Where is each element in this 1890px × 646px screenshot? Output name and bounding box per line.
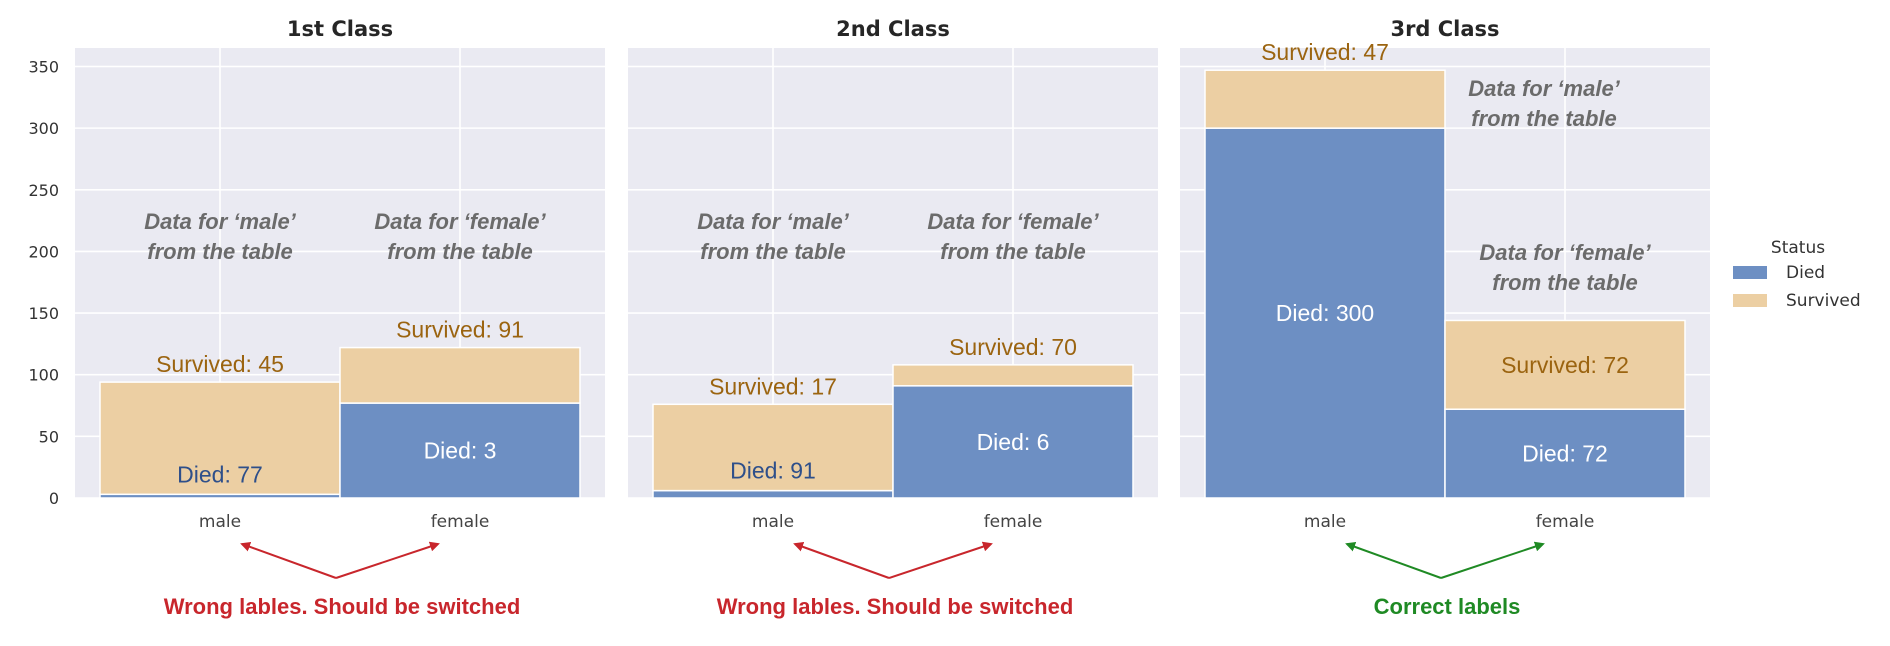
legend-entry-died: Died [1786,263,1825,283]
legend-title: Status [1771,238,1825,258]
panel-title: 3rd Class [1390,17,1499,41]
bar-died-male [652,489,894,499]
legend-swatch-died [1733,266,1767,279]
annotation-line2: from the table [1492,270,1637,295]
annotation-line2: from the table [700,239,845,264]
y-tick-label: 50 [39,427,59,446]
annotation-line1: Data for ‘female’ [927,209,1099,234]
x-category-label: female [431,512,490,532]
annotation-line2: from the table [387,239,532,264]
panel-1: 0 50 100 150 200 250 300 350 1st Class Died: 77 Su… [28,17,605,619]
panel-title: 2nd Class [836,17,950,41]
annotation-line1: Data for ‘female’ [374,209,546,234]
panels-layer: 0 50 100 150 200 250 300 350 1st Class Died: 77 Su… [28,17,1710,619]
note-wrong: Wrong lables. Should be switched [164,594,521,619]
bar-label-died: Died: 91 [730,458,816,484]
bar-survived-female [892,364,1134,387]
bar-survived-female [1444,319,1686,410]
arrow-to-male [1345,542,1442,579]
bar-survived-male [1204,69,1446,129]
bar-label-died: Died: 77 [177,461,263,487]
annotation-line2: from the table [940,239,1085,264]
annotation-line2: from the table [1471,106,1616,131]
arrow-to-female [335,541,440,579]
bar-label-survived: Survived: 47 [1261,39,1389,65]
annotation-line2: from the table [147,239,292,264]
arrow-to-female [1440,541,1545,579]
legend: Status Died Survived [1733,238,1861,311]
arrow-to-male [793,542,890,579]
x-category-label: female [1536,512,1595,532]
bar-label-died: Died: 6 [977,429,1050,455]
x-category-label: male [752,512,794,532]
bar-label-survived: Survived: 45 [156,351,284,377]
arrow-to-female [888,541,993,579]
annotation-line1: Data for ‘male’ [697,209,849,234]
bar-died-male [1204,127,1446,499]
x-category-label: male [1304,512,1346,532]
note-correct: Correct labels [1374,594,1521,619]
bar-label-died: Died: 300 [1276,300,1374,326]
y-tick-label: 150 [28,304,59,323]
bar-label-died: Died: 3 [424,438,497,464]
bar-died-female [1444,408,1686,499]
y-tick-label: 300 [28,119,59,138]
legend-swatch-survived [1733,294,1767,307]
bar-label-survived: Survived: 72 [1501,352,1629,378]
x-category-label: female [984,512,1043,532]
y-tick-label: 250 [28,181,59,200]
panel-2: 2nd Class Died: 91 Survived: 17 male Died: 6… [628,17,1158,619]
bar-survived-female [339,346,581,404]
note-wrong: Wrong lables. Should be switched [717,594,1074,619]
arrow-to-male [240,542,337,579]
panel-3: 3rd Class Died: 300 Survived: 47 male Died: … [1180,17,1710,619]
annotation-line1: Data for ‘female’ [1479,240,1651,265]
bar-survived-male [652,403,894,492]
bar-survived-male [99,381,341,496]
bar-label-survived: Survived: 17 [709,373,837,399]
x-category-label: male [199,512,241,532]
bar-label-survived: Survived: 70 [949,334,1077,360]
y-tick-label: 200 [28,242,59,261]
y-tick-label: 350 [28,57,59,76]
y-tick-label: 0 [49,489,59,508]
annotation-line1: Data for ‘male’ [1468,76,1620,101]
bar-label-died: Died: 72 [1522,441,1608,467]
legend-entry-survived: Survived [1786,291,1861,311]
bar-died-female [892,385,1134,499]
panel-title: 1st Class [287,17,393,41]
annotation-line1: Data for ‘male’ [144,209,296,234]
y-tick-label: 100 [28,366,59,385]
bar-label-survived: Survived: 91 [396,317,524,343]
